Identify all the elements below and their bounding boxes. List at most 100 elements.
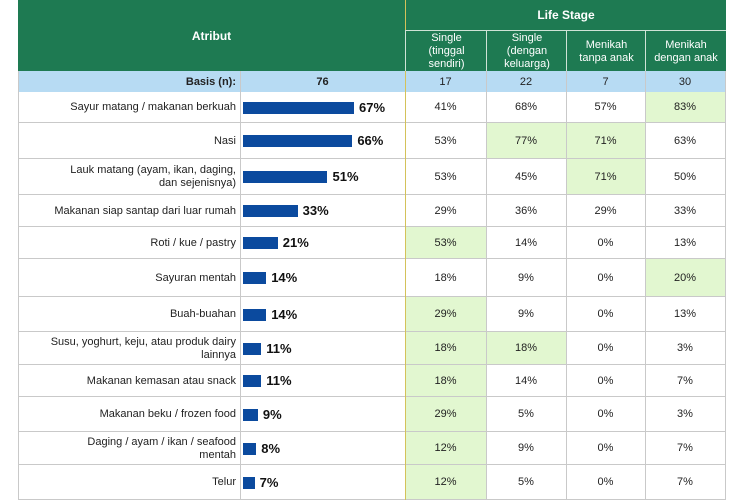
category-label: Nasi xyxy=(213,134,236,147)
table-cell: 0% xyxy=(597,408,614,420)
column-header-single-alone: Single (tinggal sendiri) xyxy=(405,30,487,72)
table-cell: 53% xyxy=(434,170,457,183)
grid-line xyxy=(566,71,567,500)
table-row xyxy=(18,332,725,365)
bar-value-label: 7% xyxy=(259,474,279,490)
table-cell: 33% xyxy=(673,204,697,217)
table-cell: 83% xyxy=(645,92,725,122)
basis-value: 7 xyxy=(602,75,609,88)
category-label: Sayuran mentah xyxy=(155,271,236,284)
table-cell: 14% xyxy=(514,374,538,387)
category-label: Makanan siap santap dari luar rumah xyxy=(54,204,236,217)
basis-value: 17 xyxy=(439,75,452,88)
bar xyxy=(243,408,258,421)
table-cell: 57% xyxy=(594,101,617,113)
table-row xyxy=(18,365,725,397)
table-cell: 9% xyxy=(518,442,534,454)
table-cell: 41% xyxy=(434,101,457,113)
bar xyxy=(243,308,267,321)
bar xyxy=(243,272,267,284)
table-cell: 0% xyxy=(597,271,614,284)
bar xyxy=(243,476,255,489)
bar-value-label: 11% xyxy=(266,340,292,356)
column-header-married-with-kids: Menikah dengan anak xyxy=(645,30,726,72)
table-cell: 9% xyxy=(518,271,534,284)
grid-line xyxy=(725,71,726,500)
table-row xyxy=(18,227,725,259)
bar-value-label: 33% xyxy=(302,203,329,218)
table-cell: 53% xyxy=(434,134,457,147)
table-cell: 0% xyxy=(597,236,614,249)
table-cell: 0% xyxy=(597,342,614,354)
grid-line xyxy=(645,71,646,500)
table-row xyxy=(18,259,725,297)
life-stage-header: Life Stage xyxy=(405,0,726,30)
column-header-married-no-kids: Menikah tanpa anak xyxy=(566,30,646,72)
basis-total: 76 xyxy=(316,75,329,88)
table-cell: 7% xyxy=(677,374,693,387)
table-row xyxy=(18,92,725,123)
bar-value-label: 9% xyxy=(262,406,282,422)
table-cell: 29% xyxy=(594,204,617,217)
table-cell: 12% xyxy=(405,432,486,464)
bar xyxy=(243,442,257,455)
category-label: Buah-buahan xyxy=(169,308,236,320)
category-label: Telur xyxy=(212,476,236,488)
category-label: Lauk matang (ayam, ikan, daging, dan sej… xyxy=(70,164,236,189)
grid-line xyxy=(240,71,241,500)
table-cell: 18% xyxy=(434,271,457,284)
grid-line xyxy=(18,71,19,500)
bar xyxy=(243,375,262,387)
bar-value-label: 51% xyxy=(332,169,359,184)
table-cell: 5% xyxy=(518,476,534,488)
table-cell: 0% xyxy=(597,374,614,387)
bar xyxy=(243,205,298,217)
bar-value-label: 21% xyxy=(282,235,309,250)
table-row xyxy=(18,397,725,432)
bar-value-label: 66% xyxy=(357,133,384,148)
table-cell: 5% xyxy=(518,408,534,420)
table-cell: 71% xyxy=(566,159,645,194)
basis-value: 22 xyxy=(519,75,533,88)
table-cell: 0% xyxy=(597,442,614,454)
bar-value-label: 14% xyxy=(271,306,298,322)
table-cell: 29% xyxy=(405,297,486,331)
atribut-header: Atribut xyxy=(18,0,405,71)
basis-label: Basis (n): xyxy=(185,75,236,88)
table-row xyxy=(18,123,725,159)
bar-value-label: 11% xyxy=(266,373,292,388)
category-label: Daging / ayam / ikan / seafood mentah xyxy=(87,435,236,461)
bar-value-label: 8% xyxy=(261,440,281,456)
table-cell: 29% xyxy=(405,397,486,431)
table-row xyxy=(18,159,725,195)
table-cell: 20% xyxy=(645,259,725,296)
bar xyxy=(243,171,328,183)
grid-line xyxy=(405,71,406,500)
table-cell: 77% xyxy=(486,123,566,158)
table-row xyxy=(18,195,725,227)
table-cell: 13% xyxy=(673,236,697,249)
table-cell: 68% xyxy=(514,101,538,113)
bar-value-label: 67% xyxy=(359,99,386,115)
table-cell: 71% xyxy=(566,123,645,158)
bar xyxy=(243,342,262,355)
table-cell: 14% xyxy=(514,236,538,249)
basis-value: 30 xyxy=(678,75,692,88)
category-label: Roti / kue / pastry xyxy=(150,236,236,249)
bar xyxy=(243,101,354,114)
bar-value-label: 14% xyxy=(271,270,298,285)
table-row xyxy=(18,432,725,465)
column-header-single-family: Single (dengan keluarga) xyxy=(486,30,567,72)
table-cell: 36% xyxy=(514,204,538,217)
category-label: Makanan kemasan atau snack xyxy=(86,374,236,387)
table-cell: 0% xyxy=(597,308,614,320)
category-label: Susu, yoghurt, keju, atau produk dairy l… xyxy=(50,335,236,361)
table-cell: 45% xyxy=(514,170,538,183)
table-cell: 18% xyxy=(405,365,486,396)
table-cell: 7% xyxy=(677,476,693,488)
table-cell: 18% xyxy=(405,332,486,364)
grid-line xyxy=(486,71,487,500)
table-cell: 29% xyxy=(434,204,457,217)
table-cell: 18% xyxy=(486,332,566,364)
table-cell: 7% xyxy=(677,442,693,454)
